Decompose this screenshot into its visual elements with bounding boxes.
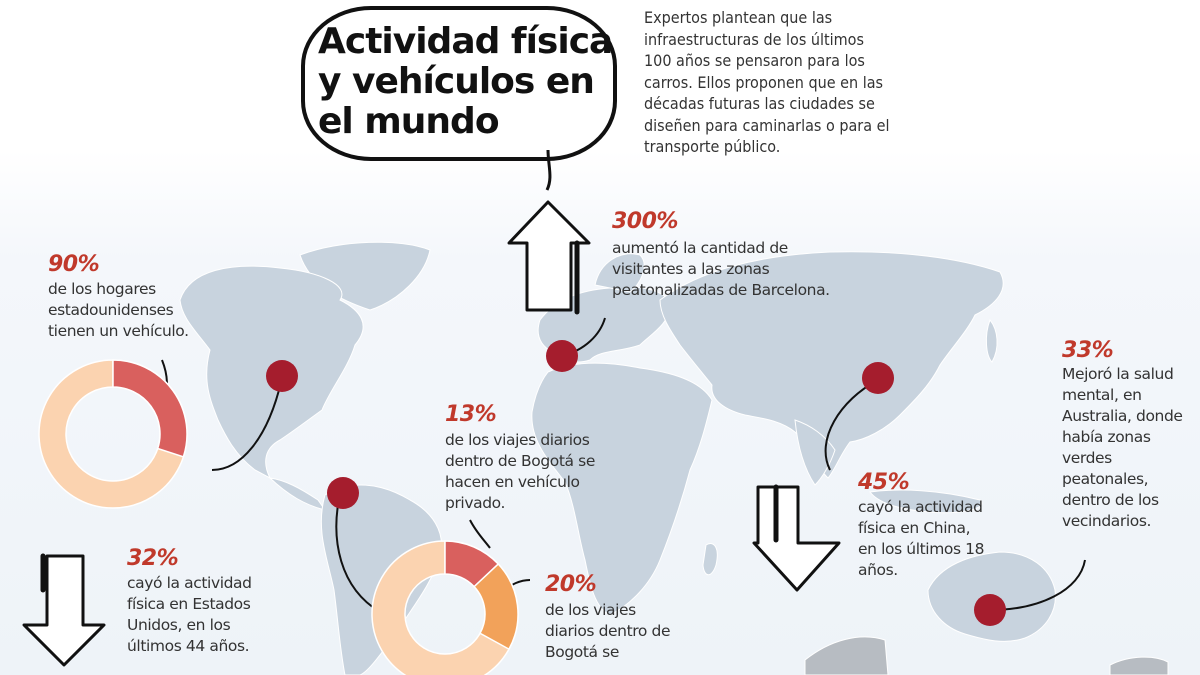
donut-bogota xyxy=(371,540,519,675)
stat-value-china: 45% xyxy=(858,470,910,495)
stat-value-usa-activity: 32% xyxy=(127,546,179,571)
speech-bubble-icon xyxy=(301,6,617,161)
stat-value-usa-vehicles: 90% xyxy=(48,252,100,277)
intro-text: Expertos plantean que las infraestructur… xyxy=(644,8,890,156)
location-marker-icon xyxy=(266,360,298,392)
stat-text-usa-activity: cayó la actividad física en Estados Unid… xyxy=(127,574,252,655)
page-title: Actividad física y vehículos en el mundo xyxy=(318,21,613,142)
arrow-down-icon xyxy=(22,554,106,667)
stat-text-bogota-private: de los viajes diarios dentro de Bogotá s… xyxy=(445,431,595,512)
donut-usa-vehicles xyxy=(38,359,188,509)
stat-text-australia: Mejoró la salud mental, en Australia, do… xyxy=(1062,365,1183,530)
stat-text-china: cayó la actividad física en China, en lo… xyxy=(858,498,985,579)
donut-segment-bogota-other xyxy=(473,562,519,651)
stat-text-usa-vehicles: de los hogares estadounidenses tienen un… xyxy=(48,280,189,340)
stat-text-bogota-other: de los viajes diarios dentro de Bogotá s… xyxy=(545,601,671,661)
arrow-up-icon xyxy=(507,200,591,312)
location-marker-icon xyxy=(546,340,578,372)
location-marker-icon xyxy=(327,477,359,509)
donut-segment-usa-vehicles xyxy=(112,359,188,458)
location-marker-icon xyxy=(862,362,894,394)
stat-value-bogota-private: 13% xyxy=(445,402,497,427)
stat-value-australia: 33% xyxy=(1062,338,1114,363)
stat-value-barcelona: 300% xyxy=(612,209,678,234)
stat-value-bogota-other: 20% xyxy=(545,572,597,597)
location-marker-icon xyxy=(974,594,1006,626)
stat-text-barcelona: aumentó la cantidad de visitantes a las … xyxy=(612,239,830,299)
